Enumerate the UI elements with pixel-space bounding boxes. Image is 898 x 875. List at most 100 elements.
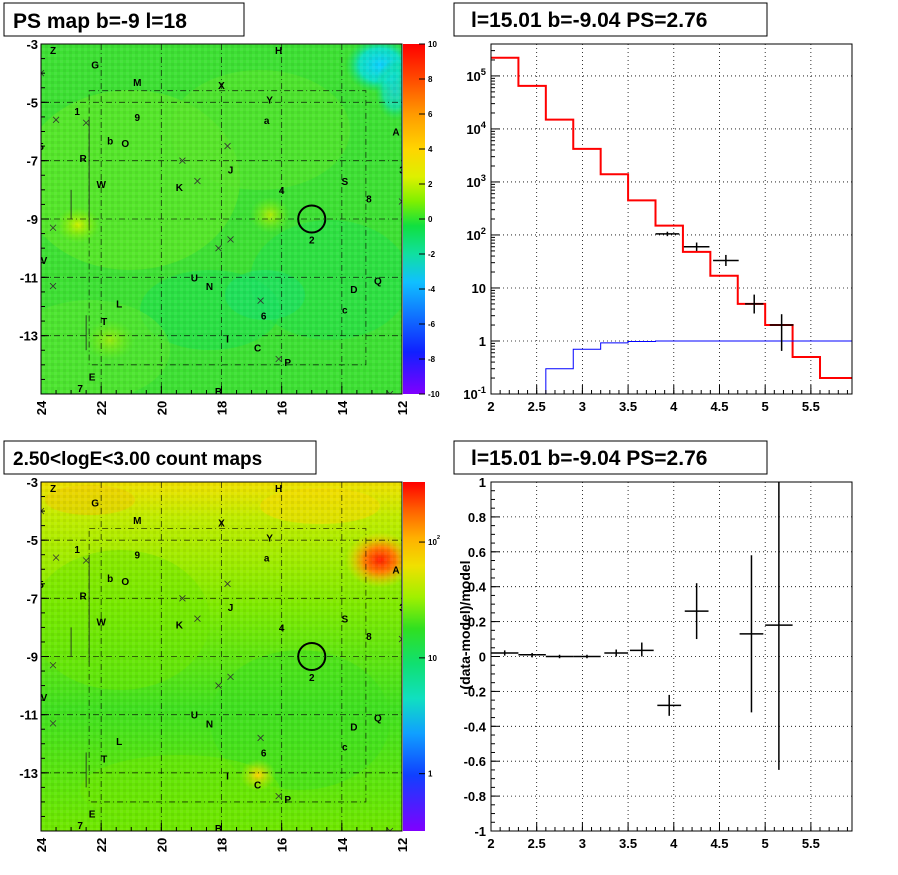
- source-cross-marker: [227, 673, 234, 681]
- colorbar-tick-label: 8: [428, 75, 433, 84]
- source-label: A: [392, 128, 399, 139]
- source-label: S: [342, 615, 349, 626]
- source-label: H: [275, 46, 282, 57]
- source-cross-marker: [215, 244, 222, 252]
- data-point: [683, 242, 710, 251]
- x-tick-label: 3: [579, 836, 586, 851]
- y-tick-label: -7: [26, 154, 38, 169]
- x-tick-label: 4: [670, 836, 678, 851]
- residual-panel: 2 2.5 3 3.5 4 4.5 5 5.5 1 0.8 0.6 0.4 0.2 0 -0.2 -0.4 -0…: [453, 440, 853, 851]
- source-cross-marker: [257, 297, 264, 304]
- source-label: 1: [74, 107, 80, 118]
- data-point: [745, 294, 764, 314]
- residual-point: [765, 482, 793, 770]
- x-tick-label: 12: [395, 838, 410, 852]
- count-map-axes: 24 22 20 18 16 14 12-3-5-7-9-11-13: [19, 475, 410, 852]
- ps-map-title-box: [3, 2, 245, 37]
- x-tick-label: 5.5: [802, 836, 820, 851]
- source-label: 4: [279, 623, 285, 634]
- residual-title-box: [453, 440, 768, 475]
- ps-map-sources: Z H G M X Y 1 9 a Ab O R 5 3 W K J 4 S 8 V 2 UN D Q L 6 c T I C P E7 B: [38, 46, 402, 394]
- point-source-model-step-line: [545, 340, 852, 394]
- residual-point: [545, 654, 574, 659]
- x-tick-label: 24: [34, 837, 49, 852]
- model-total-step-line: [491, 56, 852, 380]
- y-tick-label: -0.4: [464, 719, 487, 734]
- source-label: U: [191, 711, 198, 722]
- y-tick-label: 102: [466, 226, 486, 243]
- residual-series: [491, 482, 793, 770]
- source-cross-marker: [82, 119, 90, 127]
- source-cross-marker: [257, 734, 264, 742]
- map-region-box: [88, 90, 367, 366]
- colorbar-tick-label: -6: [428, 320, 436, 329]
- x-tick-label: 22: [94, 838, 109, 852]
- source-label: E: [89, 373, 96, 384]
- residual-point: [739, 555, 764, 713]
- x-tick-label: 5.5: [802, 399, 820, 414]
- source-label: C: [254, 780, 261, 791]
- x-tick-label: 3.5: [619, 836, 637, 851]
- source-label: 5: [38, 580, 44, 591]
- x-tick-label: 20: [154, 838, 169, 852]
- source-label: V: [41, 693, 48, 704]
- source-label: T: [101, 754, 107, 765]
- source-label: G: [91, 498, 99, 509]
- x-tick-label: 3.5: [619, 399, 637, 414]
- source-label: Q: [374, 714, 382, 725]
- source-cross-marker: [179, 595, 186, 602]
- count-map-sources: Z H G M X Y 1 9 a Ab O R 5 3 W K J 4 S 8 V 2 UN D Q L 6 c T I C P E7 B: [38, 484, 402, 831]
- target-circle: [297, 641, 327, 672]
- source-label: c: [342, 743, 348, 754]
- residual-axes: 2 2.5 3 3.5 4 4.5 5 5.5 1 0.8 0.6 0.4 0.2 0 -0.2 -0.4 -0…: [464, 475, 848, 851]
- source-cross-marker: [224, 580, 231, 588]
- source-label: S: [342, 177, 349, 188]
- residual-point: [684, 583, 709, 640]
- residual-point: [629, 642, 654, 657]
- colorbar-tick-label: -4: [428, 285, 436, 294]
- data-point: [655, 231, 680, 237]
- x-tick-label: 2.5: [528, 836, 546, 851]
- y-tick-label: -1: [474, 824, 486, 839]
- source-label: 2: [309, 673, 315, 684]
- x-tick-label: 22: [94, 401, 109, 415]
- count-map-colorbar-ticks: 102 10 1: [419, 535, 440, 779]
- x-tick-label: 4.5: [710, 399, 728, 414]
- y-tick-label: 0.8: [468, 510, 486, 525]
- x-tick-label: 14: [335, 400, 350, 415]
- source-label: K: [176, 183, 184, 194]
- y-tick-label: 0.6: [468, 545, 486, 560]
- ps-map-title: PS map b=-9 l=18: [13, 10, 187, 33]
- residual-point: [604, 649, 629, 657]
- source-label: X: [218, 81, 225, 92]
- source-label: C: [254, 343, 261, 354]
- y-tick-label: -5: [26, 533, 38, 548]
- source-label: 5: [38, 142, 44, 153]
- y-tick-label: -11: [20, 270, 38, 285]
- source-label: 9: [134, 113, 140, 124]
- y-tick-label: -13: [19, 766, 38, 781]
- source-label: H: [275, 484, 282, 495]
- source-label: R: [79, 154, 87, 165]
- ps-map-grid: [41, 44, 402, 394]
- residual-y-axis-label: (data-model)/model: [457, 560, 473, 689]
- source-label: J: [228, 603, 234, 614]
- colorbar-tick-label: -2: [428, 250, 436, 259]
- y-tick-label: 105: [466, 67, 486, 84]
- x-tick-label: 14: [335, 837, 350, 852]
- source-label: 8: [366, 195, 372, 206]
- source-label: E: [89, 810, 96, 821]
- source-cross-marker: [49, 224, 57, 232]
- residual-point: [491, 650, 519, 656]
- source-label: J: [228, 165, 234, 176]
- x-tick-label: 2.5: [528, 399, 546, 414]
- source-label: V: [41, 256, 48, 267]
- colorbar-tick-label: 1: [428, 770, 433, 779]
- y-tick-label: -0.8: [464, 789, 486, 804]
- count-map-title: 2.50<logE<3.00 count maps: [13, 449, 262, 470]
- x-tick-label: 4.5: [710, 836, 728, 851]
- source-label: a: [264, 116, 270, 127]
- source-label: a: [264, 554, 270, 565]
- colorbar-tick-label: 0: [428, 215, 433, 224]
- source-label: M: [133, 78, 141, 89]
